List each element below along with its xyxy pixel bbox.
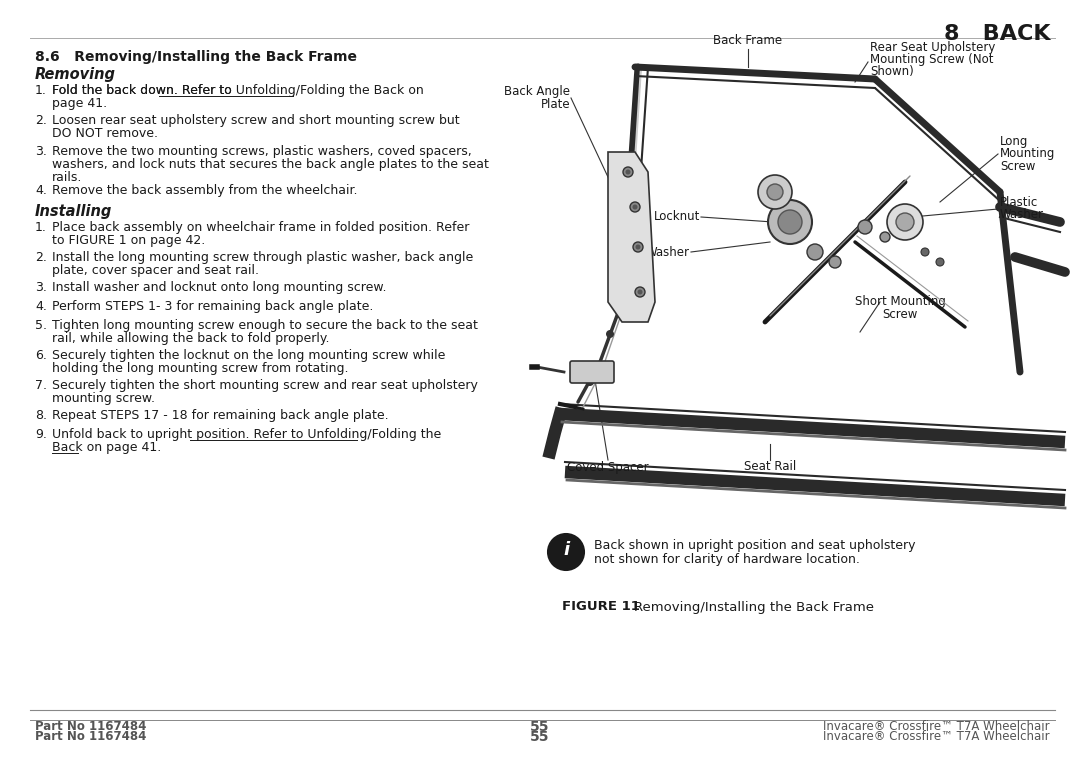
Text: 7.: 7. (35, 379, 48, 392)
Text: plate, cover spacer and seat rail.: plate, cover spacer and seat rail. (52, 264, 259, 277)
Text: Remove the back assembly from the wheelchair.: Remove the back assembly from the wheelc… (52, 184, 357, 197)
Text: to FIGURE 1 on page 42.: to FIGURE 1 on page 42. (52, 234, 205, 247)
Text: Short Mounting: Short Mounting (854, 296, 945, 309)
Text: Part No 1167484: Part No 1167484 (35, 720, 147, 733)
Text: Removing/Installing the Back Frame: Removing/Installing the Back Frame (634, 600, 874, 613)
Text: Screw: Screw (882, 308, 918, 321)
Circle shape (921, 248, 929, 256)
Text: 8.: 8. (35, 409, 48, 422)
Text: Seat Rail: Seat Rail (744, 460, 796, 473)
Circle shape (887, 204, 923, 240)
FancyBboxPatch shape (570, 361, 615, 383)
Text: Washer: Washer (1000, 207, 1044, 220)
Text: DO NOT remove.: DO NOT remove. (52, 127, 158, 140)
Text: 1.: 1. (35, 84, 46, 97)
Circle shape (807, 244, 823, 260)
Text: Remove the two mounting screws, plastic washers, coved spacers,: Remove the two mounting screws, plastic … (52, 145, 472, 158)
Text: holding the long mounting screw from rotating.: holding the long mounting screw from rot… (52, 362, 349, 375)
Text: 55: 55 (530, 720, 550, 734)
Circle shape (758, 175, 792, 209)
Text: Back Angle: Back Angle (504, 85, 570, 98)
Text: Back on page 41.: Back on page 41. (52, 441, 161, 454)
Text: 6.: 6. (35, 349, 46, 362)
Circle shape (637, 290, 643, 294)
Polygon shape (608, 152, 654, 322)
Text: Plastic: Plastic (1000, 196, 1038, 209)
Text: 2.: 2. (35, 114, 46, 127)
Text: 2.: 2. (35, 251, 46, 264)
Text: page 41.: page 41. (52, 97, 107, 110)
Text: 8   BACK: 8 BACK (944, 24, 1050, 44)
Text: Install the long mounting screw through plastic washer, back angle: Install the long mounting screw through … (52, 251, 473, 264)
Text: Invacare® Crossfire™ T7A Wheelchair: Invacare® Crossfire™ T7A Wheelchair (823, 720, 1050, 733)
Text: Locknut: Locknut (653, 210, 700, 223)
Text: 5.: 5. (35, 319, 48, 332)
Text: Fold the back down. Refer to Unfolding/Folding the Back: Fold the back down. Refer to Unfolding/F… (52, 84, 404, 97)
Text: 3.: 3. (35, 145, 46, 158)
Text: 4.: 4. (35, 300, 46, 313)
Circle shape (768, 200, 812, 244)
Circle shape (778, 210, 802, 234)
Text: Washer: Washer (646, 245, 690, 258)
Text: 9.: 9. (35, 428, 46, 441)
Text: Mounting: Mounting (1000, 148, 1055, 161)
Text: FIGURE 11: FIGURE 11 (562, 600, 639, 613)
Text: Fold the back down. Refer to Unfolding/Folding the Back on: Fold the back down. Refer to Unfolding/F… (52, 84, 423, 97)
Text: Invacare® Crossfire™ T7A Wheelchair: Invacare® Crossfire™ T7A Wheelchair (823, 730, 1050, 743)
Text: Rear Seat Upholstery: Rear Seat Upholstery (870, 41, 996, 55)
Circle shape (880, 232, 890, 242)
Text: 4.: 4. (35, 184, 46, 197)
Text: 3.: 3. (35, 281, 46, 294)
Text: Place back assembly on wheelchair frame in folded position. Refer: Place back assembly on wheelchair frame … (52, 221, 470, 234)
Text: Unfold back to upright position. Refer to Unfolding/Folding the: Unfold back to upright position. Refer t… (52, 428, 442, 441)
Text: rail, while allowing the back to fold properly.: rail, while allowing the back to fold pr… (52, 332, 329, 345)
Text: not shown for clarity of hardware location.: not shown for clarity of hardware locati… (594, 552, 860, 565)
Text: Fold the back down. Refer to: Fold the back down. Refer to (52, 84, 235, 97)
Text: Plate: Plate (540, 98, 570, 110)
Text: Securely tighten the locknut on the long mounting screw while: Securely tighten the locknut on the long… (52, 349, 445, 362)
Circle shape (623, 167, 633, 177)
Circle shape (767, 184, 783, 200)
Text: i: i (563, 541, 569, 559)
Text: Screw: Screw (1000, 159, 1036, 172)
Text: mounting screw.: mounting screw. (52, 392, 156, 405)
Text: Coved Spacer: Coved Spacer (567, 460, 649, 473)
Text: Perform STEPS 1- 3 for remaining back angle plate.: Perform STEPS 1- 3 for remaining back an… (52, 300, 374, 313)
Text: Repeat STEPS 17 - 18 for remaining back angle plate.: Repeat STEPS 17 - 18 for remaining back … (52, 409, 389, 422)
Circle shape (635, 245, 640, 249)
Text: Loosen rear seat upholstery screw and short mounting screw but: Loosen rear seat upholstery screw and sh… (52, 114, 460, 127)
Circle shape (586, 378, 594, 386)
Circle shape (936, 258, 944, 266)
Text: 55: 55 (530, 730, 550, 744)
Text: Long: Long (1000, 136, 1028, 149)
Circle shape (633, 204, 637, 210)
Circle shape (630, 202, 640, 212)
Circle shape (625, 169, 631, 174)
Text: 8.6   Removing/Installing the Back Frame: 8.6 Removing/Installing the Back Frame (35, 50, 357, 64)
Text: rails.: rails. (52, 171, 82, 184)
Text: Securely tighten the short mounting screw and rear seat upholstery: Securely tighten the short mounting scre… (52, 379, 477, 392)
Circle shape (896, 213, 914, 231)
Circle shape (635, 287, 645, 297)
Text: Back shown in upright position and seat upholstery: Back shown in upright position and seat … (594, 539, 916, 552)
Circle shape (606, 330, 615, 338)
Text: 1.: 1. (35, 221, 46, 234)
Text: Mounting Screw (Not: Mounting Screw (Not (870, 53, 994, 66)
Text: Installing: Installing (35, 204, 112, 219)
Text: Back Frame: Back Frame (714, 34, 783, 47)
Circle shape (633, 242, 643, 252)
Circle shape (548, 534, 584, 570)
Text: washers, and lock nuts that secures the back angle plates to the seat: washers, and lock nuts that secures the … (52, 158, 489, 171)
Text: Install washer and locknut onto long mounting screw.: Install washer and locknut onto long mou… (52, 281, 387, 294)
Text: Shown): Shown) (870, 66, 914, 78)
Text: Tighten long mounting screw enough to secure the back to the seat: Tighten long mounting screw enough to se… (52, 319, 477, 332)
Circle shape (858, 220, 872, 234)
Text: Removing: Removing (35, 67, 116, 82)
Text: Part No 1167484: Part No 1167484 (35, 730, 147, 743)
Circle shape (829, 256, 841, 268)
